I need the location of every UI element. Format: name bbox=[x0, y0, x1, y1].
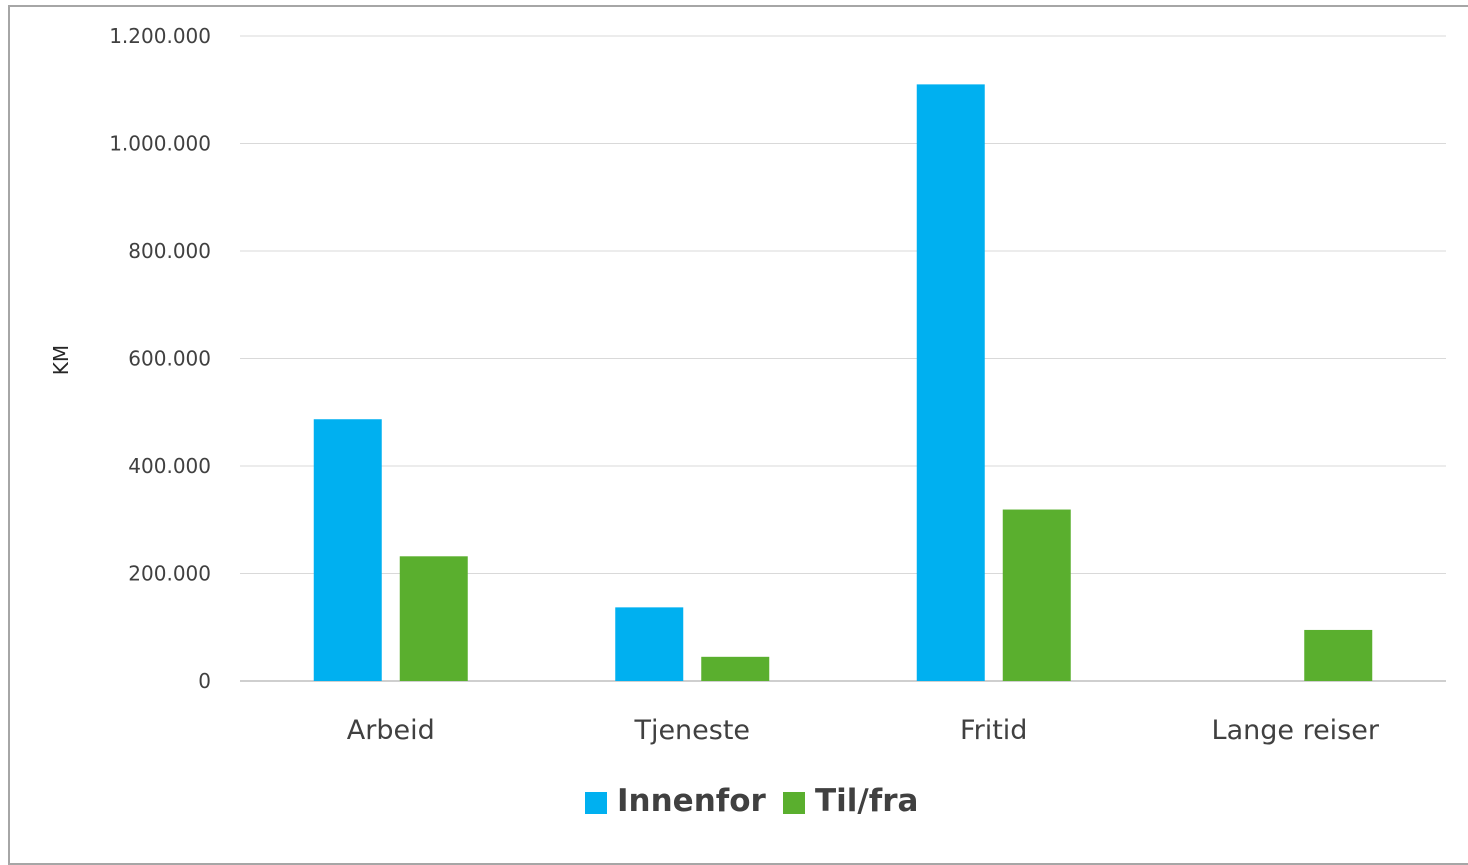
y-tick-label: 0 bbox=[198, 669, 211, 693]
legend-swatch bbox=[783, 792, 805, 814]
bar-innenfor bbox=[313, 419, 382, 681]
x-tick-label: Tjeneste bbox=[633, 715, 750, 746]
bar-tilfra bbox=[701, 656, 770, 681]
x-tick-label: Fritid bbox=[960, 715, 1027, 746]
legend-swatch bbox=[585, 792, 607, 814]
y-tick-label: 800.000 bbox=[128, 239, 211, 263]
y-tick-label: 600.000 bbox=[128, 347, 211, 371]
y-axis-label: KM bbox=[49, 345, 73, 375]
y-tick-label: 400.000 bbox=[128, 454, 211, 478]
bar-innenfor bbox=[615, 607, 684, 681]
bar-tilfra bbox=[1304, 629, 1373, 681]
x-tick-label: Lange reiser bbox=[1212, 715, 1380, 746]
y-tick-label: 200.000 bbox=[128, 562, 211, 586]
x-axis-ticks: Arbeid Tjeneste Fritid Lange reiser bbox=[347, 715, 1380, 746]
bar-tilfra bbox=[1002, 509, 1071, 681]
y-axis-ticks: 0 200.000 400.000 600.000 800.000 1.000.000 1.… bbox=[109, 24, 211, 693]
legend-label: Til/fra bbox=[815, 783, 918, 819]
legend-label: Innenfor bbox=[617, 783, 767, 819]
legend: Innenfor Til/fra bbox=[585, 783, 918, 819]
bars bbox=[313, 84, 1373, 681]
x-tick-label: Arbeid bbox=[347, 715, 435, 746]
bar-innenfor bbox=[916, 84, 985, 681]
y-tick-label: 1.200.000 bbox=[109, 24, 211, 48]
bar-tilfra bbox=[399, 556, 468, 681]
y-tick-label: 1.000.000 bbox=[109, 132, 211, 156]
